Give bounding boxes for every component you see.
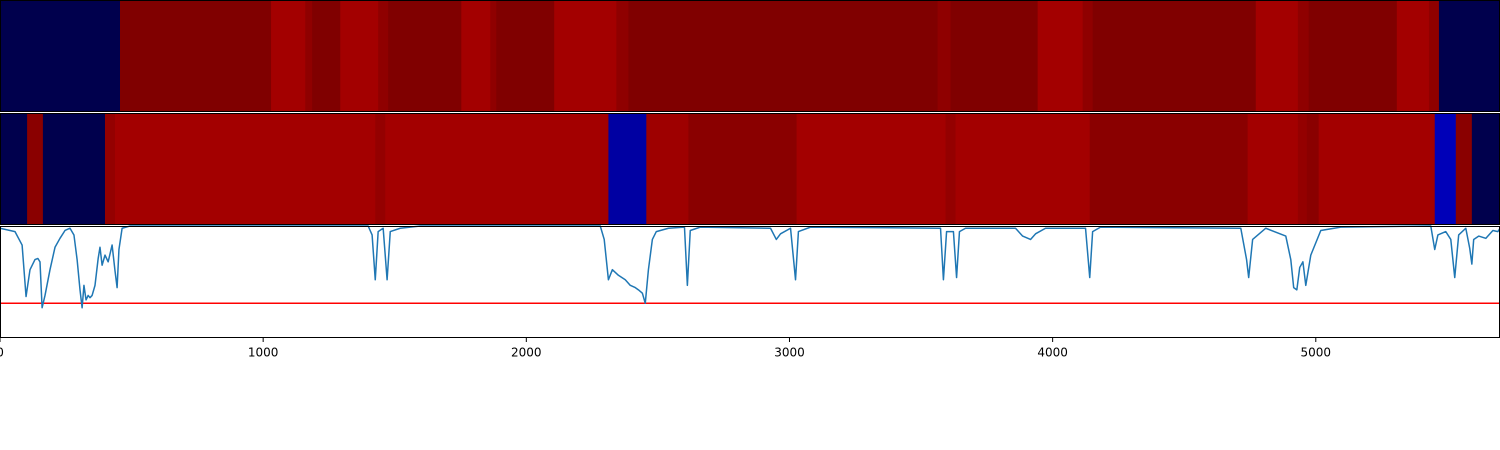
heatmap-cell: [688, 113, 798, 225]
heatmap-cell: [1471, 113, 1500, 225]
heatmap-cell: [305, 0, 313, 112]
heatmap-cell: [461, 0, 491, 112]
heatmap-cell: [1455, 113, 1473, 225]
heatmap-cell: [375, 113, 386, 225]
x-tick-label: 2000: [511, 346, 542, 360]
heatmap-cell: [388, 0, 462, 112]
heatmap-cell: [120, 0, 272, 112]
heatmap-cell: [937, 0, 952, 112]
heatmap-cell: [340, 0, 379, 112]
x-tick-label: 4000: [1037, 346, 1068, 360]
heatmap-cell: [796, 113, 947, 225]
heatmap-cell: [27, 113, 44, 225]
heatmap-cell: [115, 113, 376, 225]
heatmap-cell: [1089, 113, 1249, 225]
heatmap-cell: [608, 113, 647, 225]
line-series: [0, 225, 1500, 309]
x-tick-label: 5000: [1301, 346, 1332, 360]
heatmap-cell: [955, 113, 1091, 225]
heatmap-cell: [1247, 113, 1299, 225]
x-tick-label: 1000: [248, 346, 279, 360]
heatmap-cell: [1297, 113, 1308, 225]
heatmap-cell: [490, 0, 497, 112]
heatmap-cell: [945, 113, 957, 225]
heatmap-cell: [1255, 0, 1299, 112]
heatmap-cell: [496, 0, 555, 112]
x-tick-label: 0: [0, 346, 4, 360]
heatmap-cell: [271, 0, 306, 112]
axes-frame: [0, 226, 1500, 338]
heatmap-cell: [1308, 0, 1398, 112]
heatmap-cell: [1037, 0, 1084, 112]
heatmap-cell: [1434, 113, 1457, 225]
heatmap-cell: [1306, 113, 1320, 225]
heatmap-cell: [646, 113, 689, 225]
heatmap-cell: [616, 0, 629, 112]
heatmap-cell: [42, 113, 106, 225]
heatmap-cell: [0, 0, 121, 112]
heatmap-cell: [950, 0, 1039, 112]
heatmap-cell: [385, 113, 609, 225]
heatmap-cell: [554, 0, 617, 112]
heatmap-cell: [1396, 0, 1430, 112]
heatmap-cell: [1318, 113, 1436, 225]
heatmap-cell: [105, 113, 116, 225]
heatmap-cell: [1438, 0, 1500, 112]
heatmap-cell: [0, 113, 28, 225]
heatmap-cell: [1082, 0, 1094, 112]
heatmap-cell: [312, 0, 341, 112]
heatmap-cell: [1297, 0, 1310, 112]
heatmap-cell: [1092, 0, 1257, 112]
heatmap-cell: [378, 0, 389, 112]
heatmap-cell: [1428, 0, 1440, 112]
heatmap-cell: [628, 0, 939, 112]
x-tick-label: 3000: [774, 346, 805, 360]
